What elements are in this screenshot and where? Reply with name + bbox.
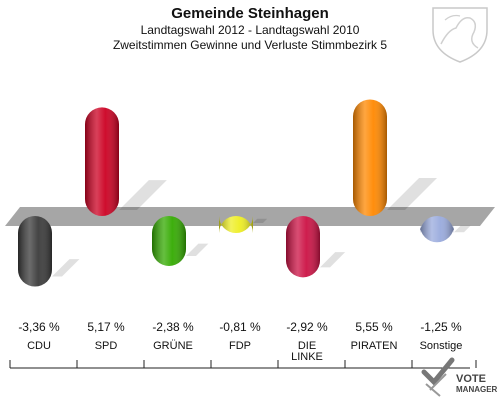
bar-shadow [52,259,80,277]
bar-gloss [219,216,253,234]
coat-of-arms-icon [432,7,488,63]
category-label: PIRATEN [351,340,398,352]
bar-gloss [85,107,119,216]
vote-manager-logo: VOTE MANAGER [421,357,498,397]
bar-shadow [320,252,346,268]
baseline-band [5,207,495,226]
value-label: -3,36 % [18,320,60,334]
value-label: 5,55 % [355,320,393,334]
value-label: -0,81 % [219,320,261,334]
value-label: -2,92 % [286,320,328,334]
category-label: LINKE [291,351,323,363]
category-label: Sonstige [420,340,463,352]
bar-gloss [353,99,387,216]
category-label: DIE [298,340,316,352]
bar-gloss [152,216,186,266]
bar-shadow [454,225,471,233]
value-label: -2,38 % [152,320,194,334]
bar-shadow [186,243,209,256]
bar-gloss [286,216,320,278]
category-label: SPD [95,340,118,352]
chart-title: Gemeinde Steinhagen [171,5,329,22]
chart-subtitle-2: Zweitstimmen Gewinne und Verluste Stimmb… [113,38,387,52]
logo-text-vote: VOTE [456,373,486,385]
bar-shadow [387,177,438,210]
bar-gloss [18,216,52,287]
category-label: GRÜNE [153,340,193,352]
logo-text-manager: MANAGER [456,385,498,394]
bar-shadow [119,180,167,210]
value-label: -1,25 % [420,320,462,334]
bar-gloss [420,216,454,243]
chart-subtitle-1: Landtagswahl 2012 - Landtagswahl 2010 [141,23,360,37]
category-label: FDP [229,340,251,352]
category-label: CDU [27,340,51,352]
bar-shadow [253,218,268,224]
checkmark-icon [421,357,455,397]
value-label: 5,17 % [87,320,125,334]
